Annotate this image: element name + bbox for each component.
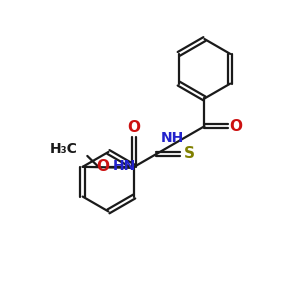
Text: H₃C: H₃C (50, 142, 77, 156)
Text: O: O (96, 159, 109, 174)
Text: S: S (184, 146, 195, 161)
Text: O: O (128, 120, 141, 135)
Text: HN: HN (113, 159, 136, 173)
Text: O: O (230, 119, 243, 134)
Text: NH: NH (161, 131, 184, 145)
